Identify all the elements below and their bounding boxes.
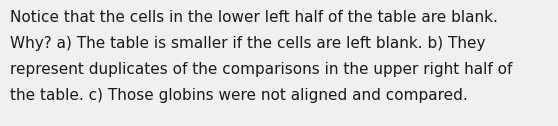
Text: represent duplicates of the comparisons in the upper right half of: represent duplicates of the comparisons …: [10, 62, 512, 77]
Text: the table. c) Those globins were not aligned and compared.: the table. c) Those globins were not ali…: [10, 88, 468, 103]
Text: Notice that the cells in the lower left half of the table are blank.: Notice that the cells in the lower left …: [10, 10, 498, 25]
Text: Why? a) The table is smaller if the cells are left blank. b) They: Why? a) The table is smaller if the cell…: [10, 36, 485, 51]
